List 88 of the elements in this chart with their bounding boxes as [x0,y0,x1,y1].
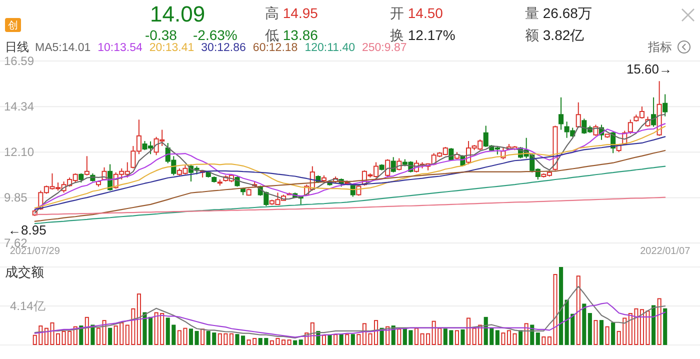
bar [663,308,668,345]
bar [194,330,199,345]
bar [501,332,506,345]
bar [397,328,402,345]
annotation: ←8.95 [8,222,46,238]
bar [345,334,350,345]
y-tick-label: 12.10 [4,144,34,159]
bar [328,334,332,345]
bar [339,334,344,345]
bar [466,318,471,345]
bar [200,328,205,345]
text: 60:12.18 [252,42,298,54]
bar [518,330,523,345]
line-series [34,166,666,224]
candlestick [651,96,656,128]
text: 10:13.54 [98,42,143,54]
candlestick [78,172,84,184]
bar [322,334,326,345]
bar [594,320,598,345]
text: 换 12.17% [390,26,456,43]
legend-title: 日线 [5,40,29,54]
line-series [34,196,666,216]
text: 创 [8,20,18,32]
text: 额 3.82亿 [525,26,584,43]
chart-title: 成交额 [5,264,44,280]
text: 14.09 [150,2,206,27]
text: 指标 [647,40,672,54]
text: 30:12.86 [201,42,246,54]
bar [542,336,546,345]
bar [506,330,512,345]
bar [356,334,361,345]
x-tick-label: 2022/01/07 [640,246,691,258]
annotation: 15.60→ [626,62,672,77]
candlestick [84,156,90,176]
candlestick [379,164,384,171]
line-series [34,150,666,222]
y-tick-label: 9.85 [4,190,28,205]
bar [90,324,95,345]
candlestick [206,170,211,178]
candlestick [321,174,327,184]
bar [536,332,540,345]
bar [611,322,616,345]
candlestick [217,178,222,186]
bar [588,313,592,345]
bar [559,267,564,345]
text: -0.38 [145,26,178,43]
y-tick-label: 16.59 [4,54,34,68]
candlestick [604,133,610,138]
bar [229,333,234,345]
bar [108,328,112,345]
bar [454,330,459,345]
bar [582,304,586,345]
bar [84,316,89,345]
bar [298,340,303,345]
text: 120:11.40 [304,42,355,54]
candlestick [385,158,390,178]
bar [350,334,355,345]
candlestick [662,94,668,117]
y-tick-label: 14.34 [4,99,34,114]
candlestick [576,102,581,128]
text: 低 13.86 [265,26,318,43]
ref-line-label: 4.14亿 [10,299,46,314]
text: 20:13.41 [149,42,194,54]
candlestick [558,96,564,130]
candlestick [246,188,252,196]
candlestick [628,119,633,134]
bar [599,320,604,345]
bar [657,298,662,345]
text: 高 14.95 [265,4,318,21]
x-tick-label: 2021/07/29 [10,246,60,258]
bar [576,276,580,345]
text: 量 26.68万 [525,4,592,21]
candlestick [390,156,396,173]
text: 开 14.50 [390,4,444,21]
bar [460,329,465,345]
bar [188,328,194,345]
bar [334,334,338,345]
text: 250:9.87 [362,42,407,54]
bar [652,305,656,345]
bar [512,333,517,345]
bar [605,326,610,345]
bar [293,340,298,345]
candlestick [212,176,217,184]
bar [495,330,500,345]
text: -2.63% [193,26,238,43]
bar [136,294,141,345]
bar [287,340,292,345]
text: MA5:14.01 [35,42,91,54]
